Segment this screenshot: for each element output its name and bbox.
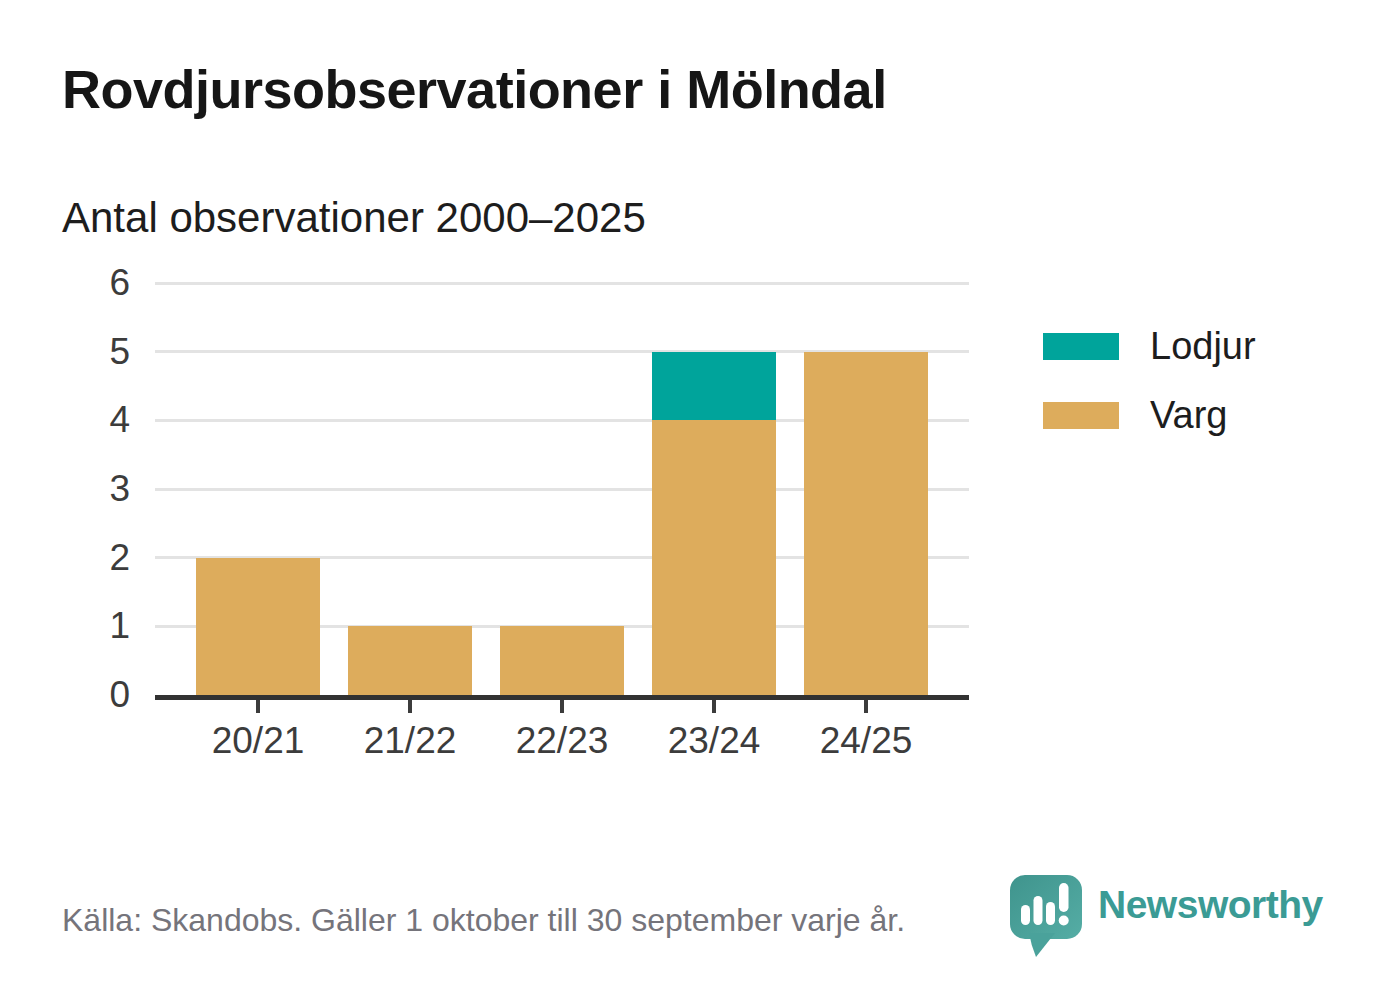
legend: Lodjur Varg [1043, 325, 1256, 437]
y-axis-label: 0 [30, 671, 130, 719]
newsworthy-logo: Newsworthy [1009, 875, 1323, 961]
legend-swatch-lodjur [1043, 333, 1119, 360]
y-axis-label: 6 [30, 259, 130, 307]
bar-segment-varg [652, 420, 776, 695]
x-axis-tick [864, 700, 868, 713]
source-note: Källa: Skandobs. Gäller 1 oktober till 3… [62, 902, 905, 939]
legend-label: Lodjur [1150, 325, 1256, 368]
y-axis-label: 5 [30, 328, 130, 376]
bar-segment-varg [196, 558, 320, 695]
x-axis-tick [408, 700, 412, 713]
stacked-bar-chart: 0 1 2 3 4 5 6 20/2121/2222/2323/2424/25 [0, 0, 1382, 999]
x-axis-label: 23/24 [638, 720, 790, 762]
y-axis-label: 4 [30, 396, 130, 444]
x-axis-label: 22/23 [486, 720, 638, 762]
gridline [155, 282, 969, 285]
legend-label: Varg [1150, 394, 1227, 437]
y-axis-label: 1 [30, 602, 130, 650]
bar-segment-varg [500, 626, 624, 695]
x-axis-tick [256, 700, 260, 713]
y-axis-label: 3 [30, 465, 130, 513]
legend-item: Lodjur [1043, 325, 1256, 368]
bar-segment-varg [348, 626, 472, 695]
bar-segment-lodjur [652, 352, 776, 421]
x-axis-tick [712, 700, 716, 713]
y-axis-label: 2 [30, 534, 130, 582]
legend-item: Varg [1043, 394, 1256, 437]
newsworthy-logo-icon [1009, 875, 1085, 961]
x-axis-tick [560, 700, 564, 713]
x-axis-label: 20/21 [182, 720, 334, 762]
legend-swatch-varg [1043, 402, 1119, 429]
newsworthy-wordmark: Newsworthy [1098, 883, 1323, 927]
x-axis-label: 21/22 [334, 720, 486, 762]
x-axis-label: 24/25 [790, 720, 942, 762]
chart-page: Rovdjursobservationer i Mölndal Antal ob… [0, 0, 1382, 999]
bar-segment-varg [804, 352, 928, 695]
